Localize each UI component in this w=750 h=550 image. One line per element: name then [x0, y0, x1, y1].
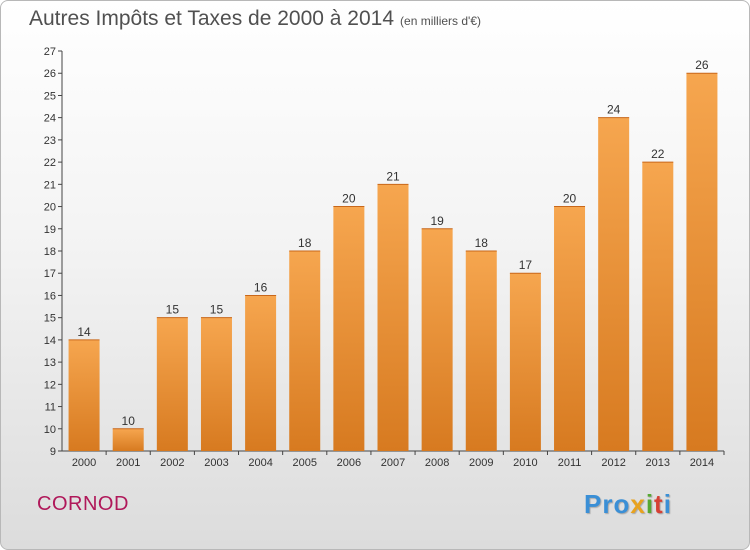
bar	[333, 206, 365, 451]
bar	[245, 295, 277, 451]
y-tick-label: 14	[44, 335, 56, 347]
logo-part: i	[663, 489, 672, 519]
bar-value-label: 14	[77, 325, 91, 339]
bar	[200, 317, 232, 451]
chart-title: Autres Impôts et Taxes de 2000 à 2014 (en…	[29, 7, 481, 31]
bar	[642, 162, 674, 451]
y-tick-label: 26	[44, 68, 56, 80]
y-tick-label: 16	[44, 290, 56, 302]
bar	[598, 117, 630, 452]
bar-value-label: 19	[430, 214, 444, 228]
bar-value-label: 21	[386, 169, 400, 183]
x-tick-label: 2006	[337, 457, 361, 469]
bar	[686, 73, 718, 451]
x-tick-label: 2008	[425, 457, 449, 469]
chart-title-unit: (en milliers d'€)	[400, 14, 482, 28]
y-tick-label: 20	[44, 202, 56, 214]
y-tick-label: 21	[44, 179, 56, 191]
y-tick-label: 13	[44, 357, 56, 369]
proxiti-logo[interactable]: Proxiti	[584, 489, 672, 520]
chart-title-text: Autres Impôts et Taxes de 2000 à 2014	[29, 7, 395, 30]
y-tick-label: 24	[44, 113, 56, 125]
x-tick-label: 2013	[646, 457, 670, 469]
bar-value-label: 18	[298, 236, 312, 250]
x-tick-label: 2003	[204, 457, 228, 469]
bar	[465, 251, 497, 451]
x-tick-label: 2009	[469, 457, 493, 469]
bar	[289, 251, 321, 451]
commune-name: CORNOD	[37, 493, 129, 515]
logo-part: i	[645, 489, 655, 519]
bar-value-label: 20	[563, 192, 577, 206]
logo-part: Pro	[584, 489, 631, 519]
bar	[68, 339, 100, 451]
bar-value-label: 26	[695, 58, 709, 72]
logo-part: t	[654, 489, 664, 519]
bar-value-label: 18	[475, 236, 489, 250]
bar-value-label: 22	[651, 147, 665, 161]
bar-value-label: 10	[122, 414, 136, 428]
y-tick-label: 17	[44, 268, 56, 280]
x-tick-label: 2005	[292, 457, 316, 469]
x-tick-label: 2004	[248, 457, 272, 469]
y-tick-label: 18	[44, 246, 56, 258]
y-tick-label: 19	[44, 224, 56, 236]
y-tick-label: 10	[44, 424, 56, 436]
x-tick-label: 2010	[513, 457, 537, 469]
x-tick-label: 2011	[558, 457, 582, 469]
x-tick-label: 2014	[690, 457, 714, 469]
y-tick-label: 9	[50, 446, 56, 458]
x-tick-label: 2001	[116, 457, 140, 469]
x-tick-label: 2002	[160, 457, 184, 469]
x-tick-label: 2012	[601, 457, 625, 469]
bar	[509, 273, 541, 451]
bar-value-label: 15	[166, 303, 180, 317]
y-tick-label: 23	[44, 135, 56, 147]
bar	[156, 317, 188, 451]
bar	[421, 228, 453, 451]
bar-value-label: 16	[254, 280, 268, 294]
logo-part: x	[630, 489, 646, 519]
x-tick-label: 2000	[72, 457, 96, 469]
bar-value-label: 20	[342, 192, 356, 206]
y-tick-label: 11	[45, 402, 56, 414]
bar-value-label: 17	[519, 258, 533, 272]
bar	[112, 428, 144, 451]
bar-value-label: 15	[210, 303, 224, 317]
bar	[377, 184, 409, 452]
bar-value-label: 24	[607, 103, 621, 117]
y-tick-label: 15	[44, 313, 56, 325]
bar	[554, 206, 586, 451]
y-tick-label: 27	[44, 46, 56, 58]
y-tick-label: 12	[44, 379, 56, 391]
y-tick-label: 22	[44, 157, 56, 169]
y-tick-label: 25	[44, 90, 56, 102]
x-tick-label: 2007	[381, 457, 405, 469]
